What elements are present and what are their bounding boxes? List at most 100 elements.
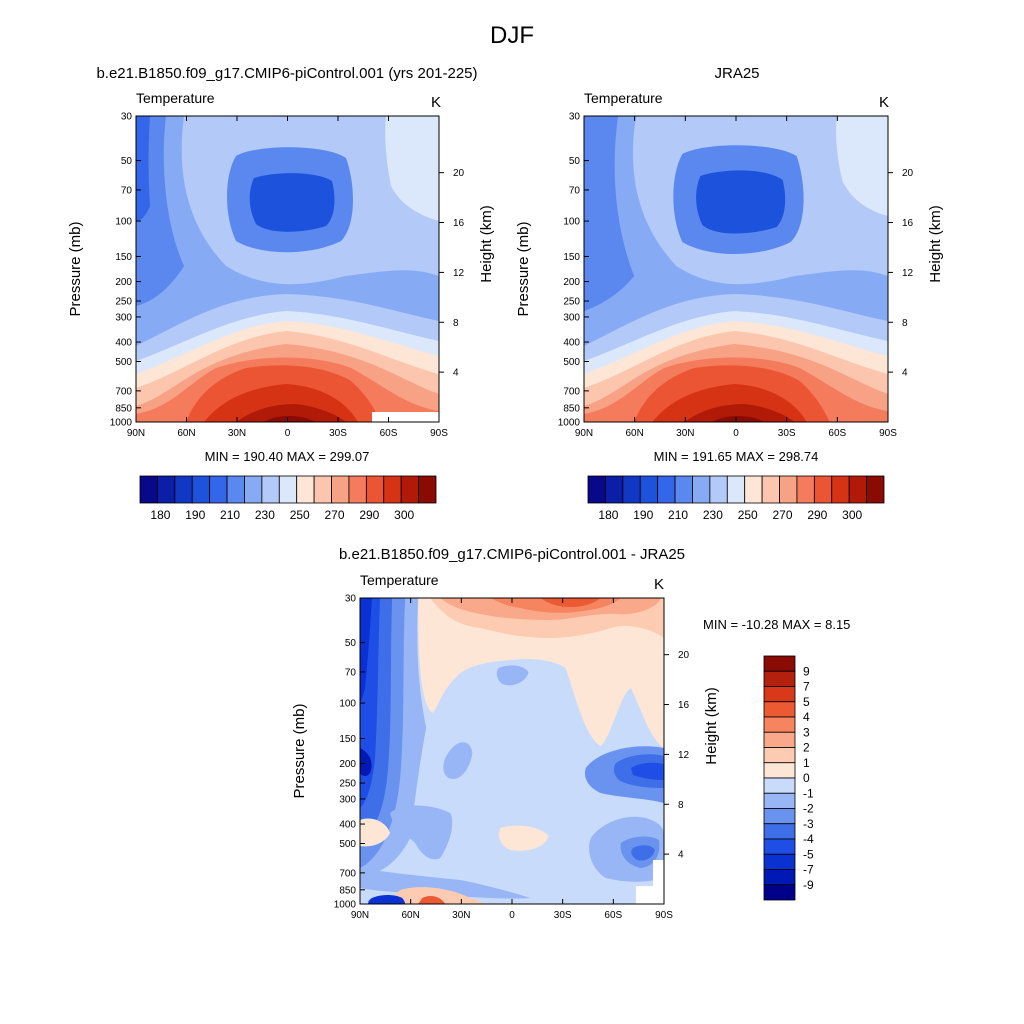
colorbar-swatch [763,777,796,794]
units-label: K [654,576,664,593]
colorbar-label: 9 [803,664,810,678]
height-tick-label: 8 [902,318,908,329]
colorbar-swatch [278,475,298,504]
height-tick-label: 20 [902,168,914,179]
height-tick-label: 4 [453,368,459,379]
x-tick-label: 60S [380,428,398,439]
y-tick-label: 100 [339,699,356,710]
colorbar-swatch [674,475,693,504]
height-tick-label: 16 [678,700,690,711]
y-tick-label: 700 [115,386,132,397]
x-tick-label: 60S [604,910,622,921]
x-tick-label: 0 [733,428,739,439]
colorbar-label: 270 [773,508,793,522]
y-tick-label: 200 [115,277,132,288]
colorbar-swatch [709,475,728,504]
panel-difference: b.e21.B1850.f09_g17.CMIP6-piControl.001 … [291,546,850,921]
y-tick-label: 700 [339,868,356,879]
contour-band [496,665,529,686]
missing-data [652,860,664,904]
colorbar-swatch [796,475,815,504]
contour-band [684,404,795,422]
colorbar-swatch [157,475,176,504]
contour-band [360,748,372,777]
y-tick-label: 50 [121,156,133,167]
x-tick-label: 60N [401,910,419,921]
colorbar-swatch [692,475,711,504]
panel-title: b.e21.B1850.f09_g17.CMIP6-piControl.001 … [339,546,685,563]
y-tick-label: 150 [563,252,580,263]
colorbar: 180 190 210 230 250 270 290 300 [587,475,885,522]
y-tick-label: 250 [563,297,580,308]
colorbar: 180 190 210 230 250 270 290 300 [139,475,437,522]
y-tick-label: 1000 [334,900,357,911]
y-tick-label: 300 [563,312,580,323]
colorbar-label: 4 [803,710,810,724]
colorbar-label: -1 [803,786,814,800]
colorbar-swatch [261,475,280,504]
colorbar-swatch [639,475,659,504]
height-tick-label: 20 [678,650,690,661]
x-tick-label: 0 [509,910,515,921]
y-tick-label: 30 [345,594,357,605]
colorbar-swatch [605,475,624,504]
x-tick-label: 90N [127,428,145,439]
y-tick-label: 50 [569,156,581,167]
colorbar-swatch [174,475,193,504]
axes: 90N 60N 30N 0 30S 60S 90S 30 50 70 100 150 200 250 300… [291,594,720,922]
colorbar-swatch [763,884,796,901]
x-tick-label: 30S [554,910,572,921]
contour-band [584,116,635,311]
contour-band [360,598,373,703]
colorbar-swatch [763,686,796,703]
contour-band [385,116,439,221]
colorbar-swatch [761,475,780,504]
colorbar-swatch [763,853,796,870]
colorbar-label: 1 [803,756,810,770]
colorbar-swatch [763,869,796,886]
colorbar-swatch [763,838,796,855]
y-tick-label: 150 [115,252,132,263]
y-axis-title: Pressure (mb) [291,703,308,798]
contour-band [418,598,664,748]
colorbar-swatch [763,823,796,840]
min-max-text: MIN = -10.28 MAX = 8.15 [703,617,850,632]
colorbar-label: 0 [803,771,810,785]
contour-band [696,170,786,234]
x-tick-label: 30S [329,428,347,439]
contour-band [631,845,655,861]
colorbar-label: 290 [807,508,827,522]
y-axis-title-right: Height (km) [927,205,944,283]
height-tick-label: 8 [453,318,459,329]
colorbar-label: 250 [290,508,310,522]
height-tick-label: 12 [453,268,465,279]
height-tick-label: 12 [678,750,690,761]
x-tick-label: 30N [452,910,470,921]
min-max-text: MIN = 190.40 MAX = 299.07 [205,449,370,464]
contour-band [856,294,888,318]
contour-band [836,116,888,216]
missing-data [372,412,439,422]
variable-label: Temperature [584,90,663,106]
colorbar-swatch [763,731,796,748]
height-tick-label: 12 [902,268,914,279]
colorbar-swatch [657,475,676,504]
colorbar-label: 7 [803,680,810,694]
missing-data [635,886,653,904]
y-tick-label: 250 [339,779,356,790]
y-tick-label: 700 [563,386,580,397]
y-tick-label: 400 [339,820,356,831]
y-tick-label: 1000 [110,418,133,429]
y-tick-label: 400 [115,338,132,349]
x-tick-label: 60N [177,428,195,439]
y-axis-title-right: Height (km) [478,205,495,283]
height-tick-label: 4 [678,850,684,861]
colorbar-swatch [726,475,746,504]
y-tick-label: 150 [339,734,356,745]
y-tick-label: 300 [339,794,356,805]
colorbar-swatch [763,670,796,687]
contour-plot [584,116,888,422]
variable-label: Temperature [360,572,439,588]
colorbar-label: 230 [703,508,723,522]
